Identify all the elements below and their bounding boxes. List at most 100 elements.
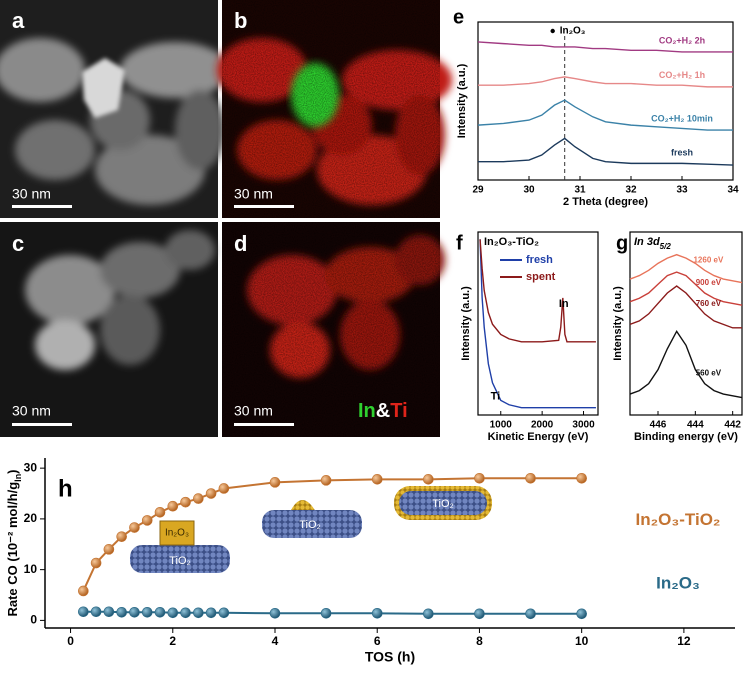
panel-label: e xyxy=(453,6,464,28)
data-point xyxy=(320,607,332,619)
series-line xyxy=(477,99,733,131)
panel-label: h xyxy=(58,475,73,502)
x-tick-label: 3000 xyxy=(572,420,595,431)
data-point xyxy=(423,608,434,620)
x-axis-label: TOS (h) xyxy=(365,649,415,665)
schematic-label: TiO₂ xyxy=(432,498,454,510)
x-tick-label: 31 xyxy=(574,185,586,196)
scale-bar xyxy=(12,423,72,426)
particles xyxy=(25,230,215,370)
data-point xyxy=(129,606,140,618)
data-point xyxy=(320,475,332,486)
x-tick-label: 34 xyxy=(727,185,739,196)
data-point xyxy=(116,606,127,618)
data-point xyxy=(193,607,204,619)
x-tick-label: 444 xyxy=(687,420,704,431)
data-point xyxy=(525,472,536,484)
y-axis-label: Rate CO (10⁻² mol/h/gIn) xyxy=(5,469,23,616)
series-line xyxy=(629,329,743,399)
annotation: Ti xyxy=(491,391,501,403)
series-line xyxy=(477,41,733,53)
x-tick-label: 4 xyxy=(272,634,279,648)
legend-label: fresh xyxy=(526,254,553,266)
data-point xyxy=(205,488,217,499)
scale-bar-label: 30 nm xyxy=(234,186,273,202)
data-point xyxy=(154,606,166,618)
series-label: In₂O₃ xyxy=(656,573,700,592)
x-tick-label: 29 xyxy=(472,185,484,196)
data-point xyxy=(167,500,179,512)
data-point xyxy=(474,472,485,484)
plot-frame xyxy=(477,231,599,416)
data-point xyxy=(205,607,217,619)
series-line xyxy=(629,271,743,306)
data-point xyxy=(371,607,383,619)
plot-frame xyxy=(629,231,743,416)
x-axis-label: 2 Theta (degree) xyxy=(563,196,648,208)
data-point xyxy=(423,474,434,485)
data-point xyxy=(474,608,485,620)
noise xyxy=(222,222,440,437)
panel-label: d xyxy=(234,231,247,256)
y-axis-label: Intensity (a.u.) xyxy=(460,286,472,361)
panel-label: a xyxy=(12,8,25,33)
y-axis-label-main: Rate CO (10⁻² mol/h/g xyxy=(5,482,20,617)
x-tick-label: 8 xyxy=(476,634,483,648)
series-line xyxy=(479,239,596,343)
data-point xyxy=(154,506,166,518)
x-tick-label: 442 xyxy=(724,420,741,431)
y-tick-label: 0 xyxy=(30,613,37,627)
plot-frame xyxy=(477,21,734,181)
series-label: CO₂+H₂ 2h xyxy=(659,35,705,45)
series-label: 560 eV xyxy=(696,369,722,378)
y-axis-label-sub: In xyxy=(13,474,23,482)
series-label: CO₂+H₂ 1h xyxy=(659,70,705,80)
data-point xyxy=(180,607,191,619)
x-tick-label: 10 xyxy=(575,634,589,648)
series-label: In₂O₃-TiO₂ xyxy=(636,510,721,529)
schematic-label: TiO₂ xyxy=(299,519,321,531)
scale-bar xyxy=(234,205,294,208)
legend-ti: Ti xyxy=(390,400,407,422)
series-label: fresh xyxy=(671,148,693,158)
series-line xyxy=(629,253,743,284)
y-tick-label: 20 xyxy=(24,511,38,525)
panel-title: In 3d5/2 xyxy=(634,236,671,251)
panel-e: e 29 30 31 32 33 34 2 Theta (degree) Intensity (… xyxy=(453,6,739,208)
y-tick-label: 30 xyxy=(24,460,38,474)
data-point xyxy=(78,606,89,618)
data-point xyxy=(116,531,127,542)
panel-label: c xyxy=(12,231,24,256)
x-tick-label: 446 xyxy=(650,420,667,431)
y-tick-label: 10 xyxy=(24,562,38,576)
series-label: 1260 eV xyxy=(693,255,723,264)
series-line xyxy=(479,239,596,409)
x-tick-label: 12 xyxy=(677,634,691,648)
in2o3-cluster xyxy=(290,500,316,512)
data-point xyxy=(141,606,153,618)
x-tick-label: 1000 xyxy=(490,420,513,431)
data-point xyxy=(180,496,191,508)
annotation: In xyxy=(559,298,569,310)
data-point xyxy=(78,585,89,597)
data-point xyxy=(103,544,115,555)
panel-b: b 30 nm xyxy=(217,0,452,218)
legend-amp: & xyxy=(376,400,390,422)
x-tick-label: 32 xyxy=(625,185,637,196)
y-axis-label: Intensity (a.u.) xyxy=(612,286,624,361)
data-point xyxy=(90,606,102,618)
panel-label: g xyxy=(616,232,628,254)
series-label: 900 eV xyxy=(696,278,722,287)
data-point xyxy=(576,472,587,484)
data-point xyxy=(525,608,536,620)
panel-a: a 30 nm xyxy=(0,0,230,218)
data-point xyxy=(269,607,281,619)
x-tick-label: 30 xyxy=(523,185,535,196)
tio2-support xyxy=(130,545,230,573)
panel-d: d 30 nm In&Ti xyxy=(222,222,445,437)
scale-bar-label: 30 nm xyxy=(12,186,51,202)
panel-h: h 0 2 4 6 8 10 12 0 10 20 30 TOS (h) Rate CO (10⁻² mo… xyxy=(5,458,735,665)
data-point xyxy=(371,474,383,485)
